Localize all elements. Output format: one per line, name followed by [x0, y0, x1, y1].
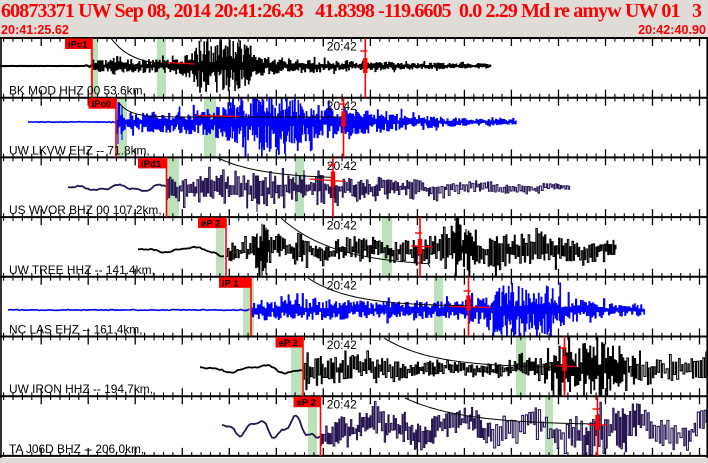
- svg-text:20:42: 20:42: [327, 398, 357, 412]
- svg-text:eP 2: eP 2: [201, 219, 220, 230]
- svg-text:20:42:40.90: 20:42:40.90: [638, 23, 706, 37]
- svg-text:20:41:25.62: 20:41:25.62: [1, 23, 69, 37]
- svg-text:20:42: 20:42: [327, 40, 357, 54]
- svg-text:eP 2: eP 2: [297, 398, 316, 409]
- svg-text:BK MOD HHZ 00 53.6km,: BK MOD HHZ 00 53.6km,: [9, 84, 146, 98]
- svg-text:eP 2: eP 2: [279, 338, 298, 349]
- svg-text:iPc1: iPc1: [68, 40, 88, 51]
- svg-text:iPd1: iPd1: [141, 159, 162, 170]
- svg-text:20:42: 20:42: [327, 219, 357, 233]
- svg-text:iP 1: iP 1: [222, 278, 239, 289]
- svg-text:iPc0: iPc0: [92, 99, 112, 110]
- svg-text:UW LKVW EHZ -- 71.8km,: UW LKVW EHZ -- 71.8km,: [9, 143, 150, 157]
- svg-text:NC LAS EHZ -- 161.4km,: NC LAS EHZ -- 161.4km,: [9, 323, 142, 337]
- svg-text:60873371 UW Sep 08, 2014 20:41: 60873371 UW Sep 08, 2014 20:41:26.43 41.…: [1, 0, 702, 22]
- svg-text:20:42: 20:42: [327, 99, 357, 113]
- svg-text:20:42: 20:42: [327, 278, 357, 292]
- svg-text:UW TREE HHZ -- 141.4km,: UW TREE HHZ -- 141.4km,: [9, 263, 155, 277]
- svg-text:UW IRON HHZ -- 194.7km,: UW IRON HHZ -- 194.7km,: [9, 382, 153, 396]
- svg-text:20:42: 20:42: [327, 338, 357, 352]
- svg-text:TA J06D BHZ -- 206.0km,: TA J06D BHZ -- 206.0km,: [9, 442, 144, 456]
- svg-text:20:42: 20:42: [327, 159, 357, 173]
- svg-text:US WVOR BHZ 00 107.2km,: US WVOR BHZ 00 107.2km,: [9, 203, 162, 217]
